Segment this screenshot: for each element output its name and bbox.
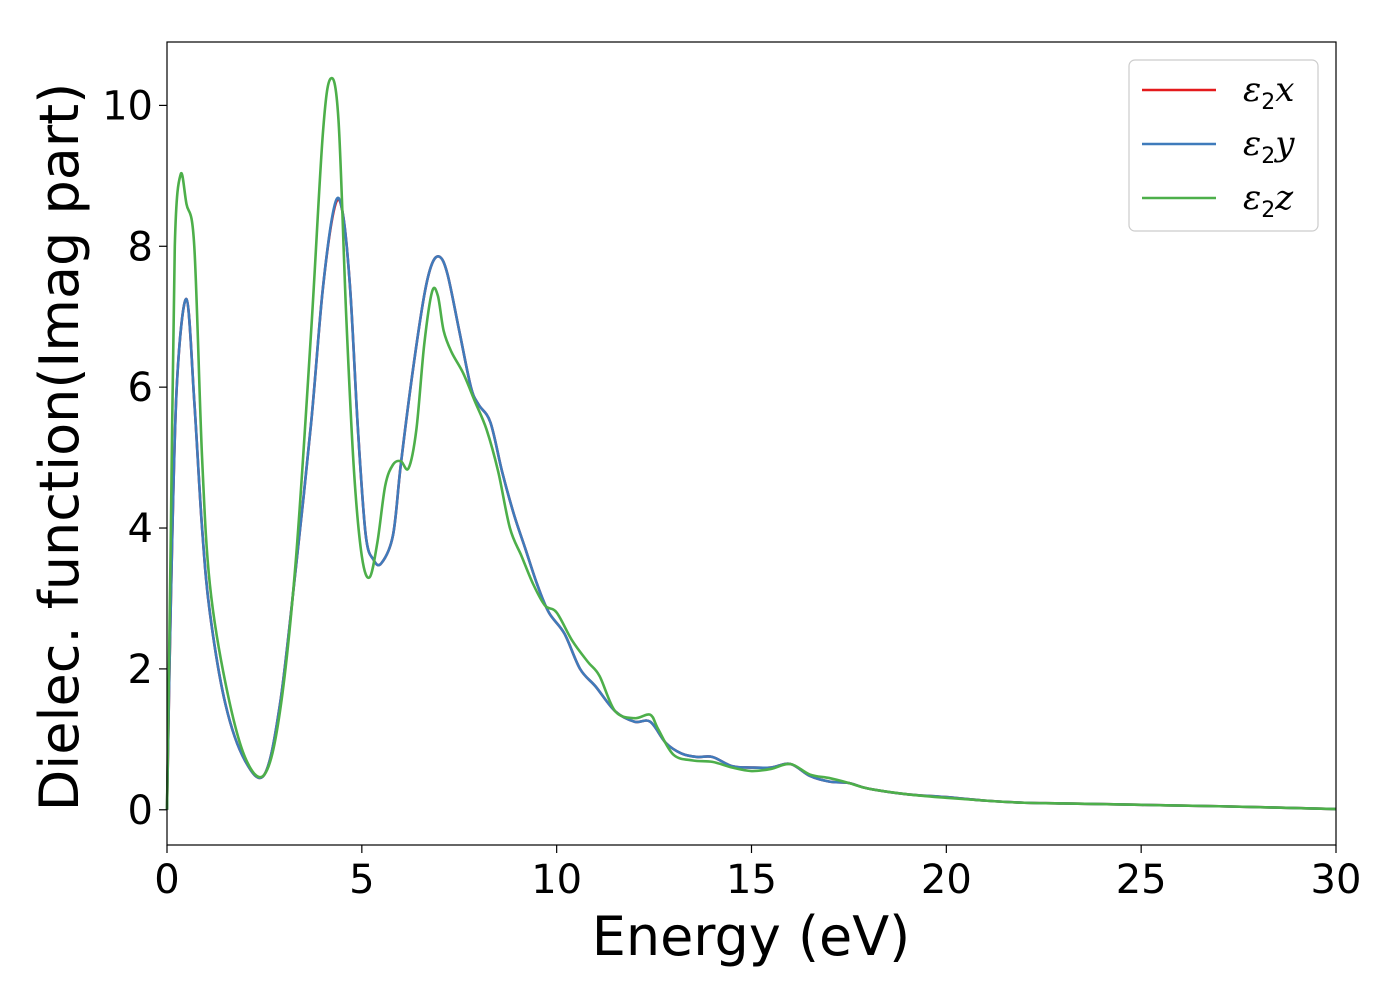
x-tick-label: 0 — [154, 857, 179, 903]
y-tick-label: 10 — [102, 83, 153, 129]
legend: ε2x ε2y ε2z — [1128, 59, 1319, 232]
x-tick-label: 10 — [531, 857, 582, 903]
legend-label-x: ε2x — [1243, 70, 1294, 115]
y-tick-label: 2 — [128, 647, 153, 693]
x-tick-label: 15 — [726, 857, 777, 903]
y-axis-title: Dielec. function(Imag part) — [28, 83, 91, 812]
x-axis-title: Energy (eV) — [592, 905, 911, 968]
series-line-x — [165, 198, 1337, 811]
y-tick-label: 4 — [128, 506, 153, 552]
legend-label-z: ε2z — [1243, 178, 1294, 223]
y-tick-label: 6 — [128, 365, 153, 411]
y-tick-label: 8 — [128, 224, 153, 270]
x-tick-label: 30 — [1311, 857, 1362, 903]
x-tick-label: 25 — [1116, 857, 1167, 903]
series-layer — [165, 76, 1337, 811]
x-tick-label: 20 — [921, 857, 972, 903]
series-line-z — [165, 76, 1337, 811]
x-axis-ticks: 0 5 10 15 20 25 30 — [154, 845, 1361, 903]
legend-box — [1128, 59, 1319, 232]
y-axis-ticks: 0 2 4 6 8 10 — [102, 83, 167, 834]
legend-label-y: ε2y — [1243, 124, 1295, 169]
x-tick-label: 5 — [349, 857, 374, 903]
y-tick-label: 0 — [128, 788, 153, 834]
series-line-y — [165, 196, 1337, 811]
